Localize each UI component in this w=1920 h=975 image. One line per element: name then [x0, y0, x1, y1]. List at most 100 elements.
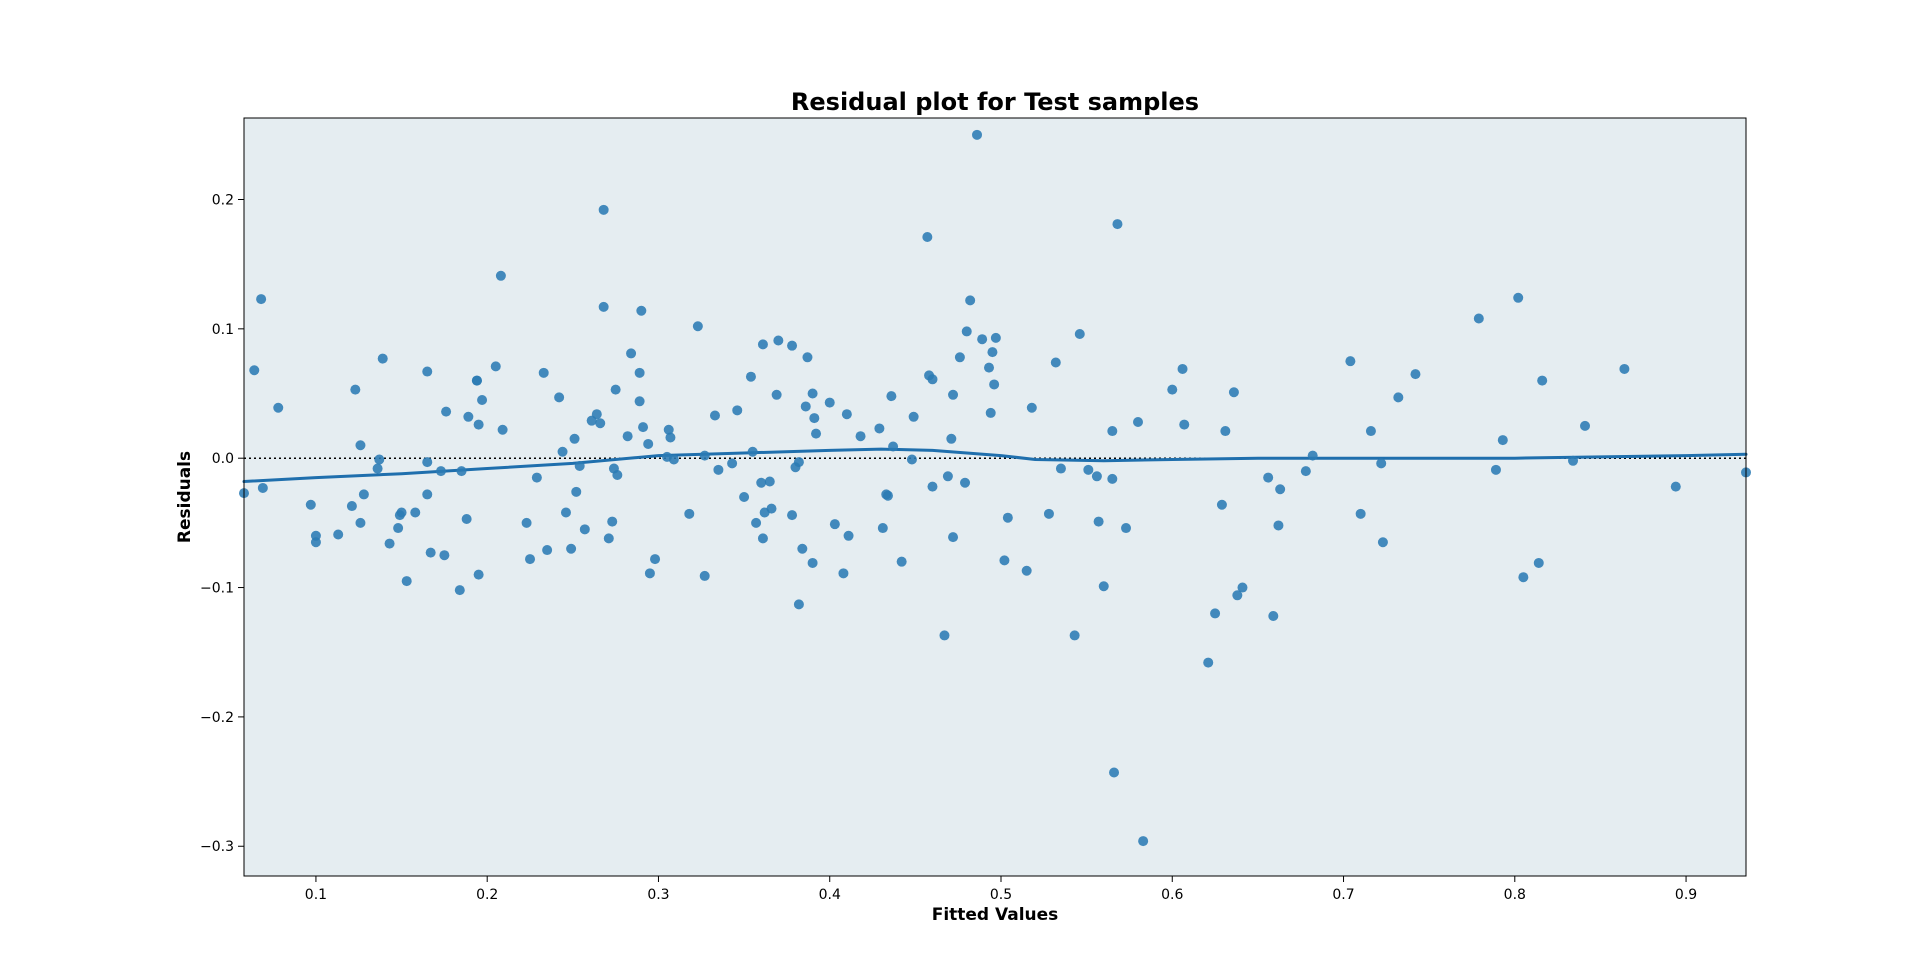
- residual-point: [793, 599, 804, 610]
- residual-point: [699, 570, 710, 581]
- y-tick-label: −0.2: [200, 710, 234, 726]
- residual-point: [756, 477, 767, 488]
- residual-point: [888, 441, 899, 452]
- residual-point: [374, 454, 385, 465]
- residual-point: [1069, 630, 1080, 641]
- residual-point: [598, 301, 609, 312]
- residual-point: [1109, 767, 1120, 778]
- residual-point: [1091, 471, 1102, 482]
- residual-point: [435, 466, 446, 477]
- residual-point: [384, 538, 395, 549]
- residual-point: [1345, 356, 1356, 367]
- residual-point: [531, 472, 542, 483]
- residual-point: [793, 457, 804, 468]
- residual-point: [626, 348, 637, 359]
- residual-point: [985, 407, 996, 418]
- residual-point: [1355, 508, 1366, 519]
- residual-point: [396, 507, 407, 518]
- residual-point: [1580, 420, 1591, 431]
- residual-point: [463, 411, 474, 422]
- residual-point: [773, 335, 784, 346]
- x-tick-label: 0.7: [1332, 887, 1354, 903]
- residual-point: [1268, 611, 1279, 622]
- residual-point: [1670, 481, 1681, 492]
- residual-point: [1273, 520, 1284, 531]
- residual-point: [939, 630, 950, 641]
- residual-point: [1513, 292, 1524, 303]
- residual-point: [454, 585, 465, 596]
- residual-point: [1237, 582, 1248, 593]
- residual-point: [1490, 464, 1501, 475]
- residual-point: [441, 406, 452, 417]
- residual-point: [1107, 426, 1118, 437]
- residual-point: [622, 431, 633, 442]
- residual-point: [350, 384, 361, 395]
- residual-point: [757, 533, 768, 544]
- residual-point: [739, 492, 750, 502]
- residual-point: [886, 391, 897, 402]
- residual-point: [965, 295, 976, 306]
- residual-point: [1177, 363, 1188, 374]
- residual-point: [525, 554, 536, 565]
- residual-point: [709, 410, 720, 421]
- y-axis: −0.3 −0.2 −0.1 0.0 0.1 0.2: [200, 192, 244, 855]
- residual-point: [538, 367, 549, 378]
- residual-point: [977, 334, 988, 345]
- residual-point: [346, 501, 357, 512]
- residual-point: [1220, 426, 1231, 437]
- residual-point: [1228, 387, 1239, 398]
- y-tick-label: 0.2: [212, 192, 234, 208]
- residual-point: [1098, 581, 1109, 592]
- residual-point: [989, 379, 1000, 390]
- residual-point: [809, 413, 820, 424]
- residual-point: [807, 557, 818, 568]
- y-axis-label: Residuals: [175, 451, 195, 543]
- residual-point: [922, 232, 933, 243]
- residual-point: [1026, 402, 1037, 413]
- residual-point: [305, 499, 316, 510]
- residual-point: [439, 550, 450, 561]
- residual-point: [692, 321, 703, 332]
- residual-point: [946, 433, 957, 444]
- residual-point: [757, 339, 768, 350]
- residual-point: [256, 294, 267, 305]
- residual-point: [908, 411, 919, 422]
- residual-point: [713, 464, 724, 475]
- residual-point: [984, 362, 995, 373]
- residual-point: [1533, 557, 1544, 568]
- residual-point: [571, 486, 582, 497]
- residual-point: [610, 384, 621, 395]
- residual-point: [1093, 516, 1104, 527]
- residual-point: [896, 556, 907, 567]
- residual-point: [557, 446, 568, 457]
- residual-point: [257, 482, 268, 493]
- residual-point: [355, 517, 366, 528]
- residual-point: [574, 460, 585, 471]
- residual-point: [1410, 369, 1421, 380]
- residual-point: [425, 547, 436, 558]
- residual-point: [566, 543, 577, 554]
- residual-point: [422, 366, 433, 377]
- residual-point: [560, 507, 571, 518]
- residual-point: [473, 419, 484, 430]
- x-tick-label: 0.8: [1504, 887, 1526, 903]
- residual-point: [521, 517, 532, 528]
- residual-point: [961, 326, 972, 337]
- residual-point: [1537, 375, 1548, 386]
- residual-point: [829, 519, 840, 530]
- residual-point: [1167, 384, 1178, 395]
- residual-point: [249, 365, 260, 376]
- residual-point: [843, 530, 854, 541]
- residual-point: [1043, 508, 1054, 519]
- residual-point: [1179, 419, 1190, 430]
- residual-point: [1568, 455, 1579, 466]
- residual-point: [1074, 329, 1085, 340]
- residual-point: [1377, 537, 1388, 548]
- residual-point: [473, 569, 484, 580]
- residual-point: [927, 374, 938, 385]
- residual-point: [882, 490, 893, 501]
- residual-point: [727, 458, 738, 469]
- residual-point: [422, 457, 433, 468]
- residual-point: [766, 503, 777, 514]
- trend-layer: [242, 447, 1748, 483]
